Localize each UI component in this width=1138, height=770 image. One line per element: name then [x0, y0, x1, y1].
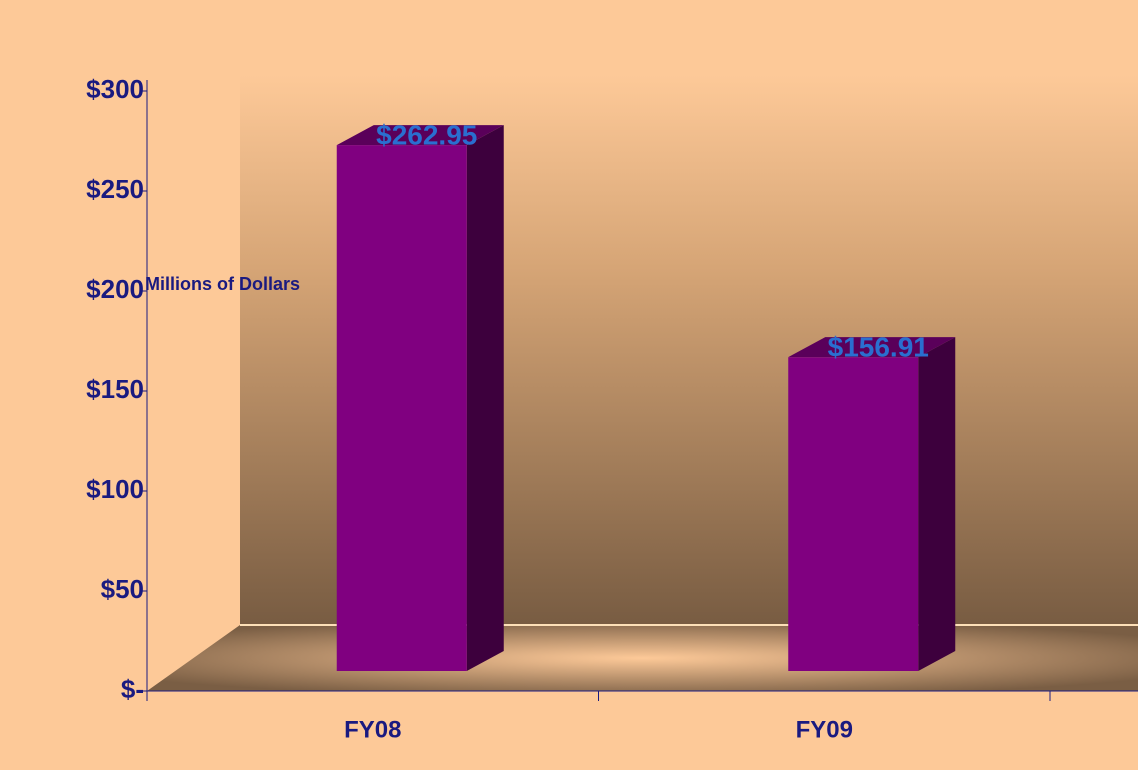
y-tick-label: $250	[86, 174, 144, 204]
bar-top	[788, 337, 956, 358]
bar-side	[918, 337, 956, 671]
y-tick-label: $300	[86, 74, 144, 104]
bar	[788, 357, 919, 671]
bar-side	[466, 125, 504, 672]
floor	[147, 625, 1138, 691]
y-tick-label: $-	[121, 674, 144, 704]
x-tick-label: FY08	[344, 716, 401, 743]
x-tick-label: FY09	[796, 716, 853, 743]
bar	[336, 145, 467, 672]
y-tick-label: $150	[86, 374, 144, 404]
y-tick-label: $100	[86, 474, 144, 504]
y-axis-label: Millions of Dollars	[145, 274, 300, 294]
bar-top	[336, 125, 504, 146]
value-label: $156.91	[828, 332, 929, 363]
y-tick-label: $50	[101, 574, 144, 604]
value-label: $262.95	[376, 119, 477, 150]
y-tick-label: $200	[86, 274, 144, 304]
